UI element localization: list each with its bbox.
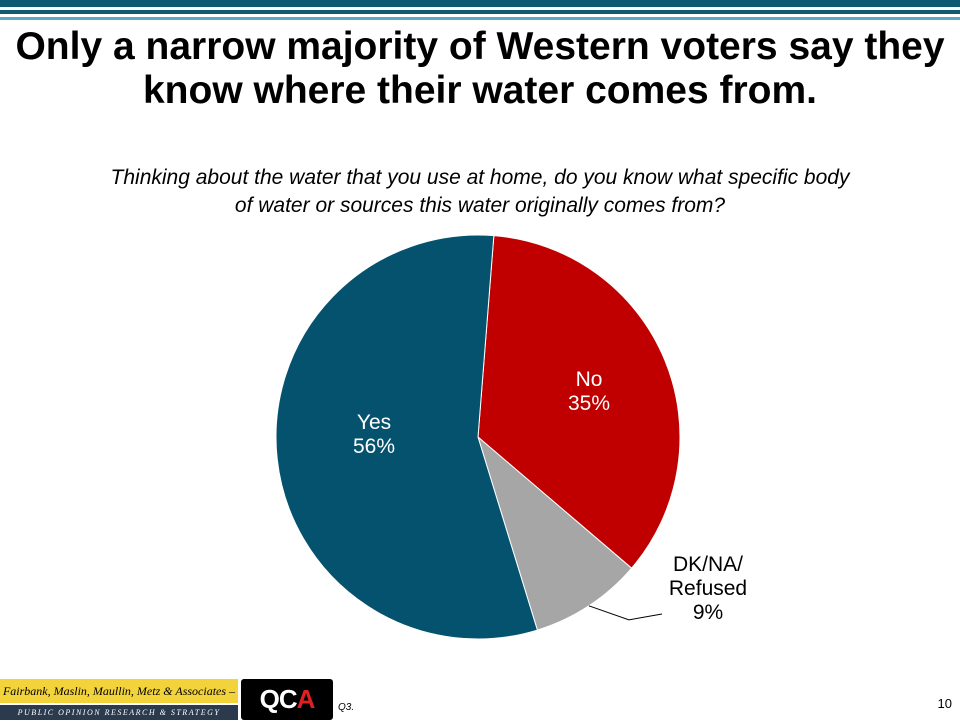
page-number: 10 bbox=[937, 696, 952, 711]
qca-logo-text: QCA bbox=[259, 684, 316, 714]
question-footnote: Q3. bbox=[338, 702, 355, 713]
dk-leader-line bbox=[588, 605, 663, 621]
pie-label-category: No bbox=[576, 368, 603, 391]
pie-label-category: Yes bbox=[357, 411, 391, 434]
pie-label-value: 35% bbox=[568, 392, 610, 415]
slide-title: Only a narrow majority of Western voters… bbox=[0, 25, 960, 113]
qca-logo: QCA bbox=[241, 679, 333, 720]
pie-label-category: DK/NA/ bbox=[673, 553, 743, 576]
pie-label-value: 9% bbox=[693, 601, 723, 624]
header-stripe-dark bbox=[0, 0, 960, 7]
fm3-logo-tagline: PUBLIC OPINION RESEARCH & STRATEGY bbox=[0, 705, 238, 720]
fm3-logo: Fairbank, Maslin, Maullin, Metz & Associ… bbox=[0, 679, 238, 722]
header-stripe-light bbox=[0, 17, 960, 20]
question-text-body: Thinking about the water that you use at… bbox=[110, 166, 850, 217]
pie-slice-yes bbox=[275, 234, 539, 640]
fm3-logo-name: Fairbank, Maslin, Maullin, Metz & Associ… bbox=[0, 679, 238, 722]
header-stripe-mid bbox=[0, 10, 960, 14]
pie-slice-no bbox=[477, 235, 681, 569]
pie-slice-dk-na-refused bbox=[477, 435, 633, 631]
slide-title-text: Only a narrow majority of Western voters… bbox=[15, 25, 945, 112]
pie-label-value: 56% bbox=[353, 435, 395, 458]
header-stripes bbox=[0, 0, 960, 22]
question-text: Thinking about the water that you use at… bbox=[100, 164, 860, 220]
pie-label-category: Refused bbox=[669, 577, 747, 600]
header-stripe-gap bbox=[0, 8, 960, 10]
